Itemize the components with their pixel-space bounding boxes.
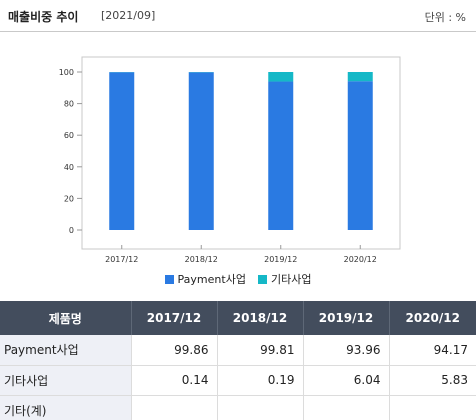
table-cell: 6.04 [303,365,390,396]
table-cell: 0.19 [217,365,304,396]
bar-segment [268,72,294,82]
sales-share-chart: 0 20 40 60 80 100 2017/12 2018/12 2019/12 2020/12 [0,33,476,295]
table-cell: 5.83 [389,365,476,396]
y-tick-label: 20 [64,194,74,203]
table-cell [389,395,476,420]
row-label-other: 기타사업 [0,365,132,396]
x-tick-label: 2020/12 [344,255,377,264]
bar-segment [347,72,373,82]
x-tick-label: 2017/12 [105,255,138,264]
chart-legend: Payment사업 기타사업 [0,271,476,289]
column-header-product: 제품명 [0,301,132,335]
x-tick-label: 2018/12 [185,255,218,264]
table-cell: 94.17 [389,335,476,366]
y-tick-label: 0 [69,226,74,235]
table-row: 기타사업 0.14 0.19 6.04 5.83 [0,365,476,396]
table-cell: 93.96 [303,335,390,366]
y-tick-label: 60 [64,131,74,140]
legend-label: 기타사업 [270,273,312,286]
bar-segment [268,81,294,230]
legend-swatch [257,274,267,284]
row-label-payment: Payment사업 [0,335,132,366]
column-header-2017: 2017/12 [131,301,218,335]
table-cell [303,395,390,420]
table-row: 기타(계) [0,395,476,420]
bar-segment [109,72,135,231]
table-cell: 0.14 [131,365,218,396]
column-header-2018: 2018/12 [217,301,304,335]
column-header-2019: 2019/12 [303,301,390,335]
column-header-2020: 2020/12 [389,301,476,335]
bar-segment [188,72,214,230]
legend-swatch [164,274,174,284]
bar-segment [347,81,373,230]
table-cell [131,395,218,420]
sales-share-table: 제품명 2017/12 2018/12 2019/12 2020/12 Paym… [0,301,476,420]
legend-item: 기타사업 [257,271,312,287]
table-cell: 99.81 [217,335,304,366]
legend-label: Payment사업 [177,273,246,286]
row-label-other-total: 기타(계) [0,395,132,420]
y-tick-label: 100 [59,68,74,77]
table-cell: 99.86 [131,335,218,366]
x-tick-label: 2019/12 [264,255,297,264]
chart-svg: 0 20 40 60 80 100 2017/12 2018/12 2019/12 2020/12 [59,56,401,264]
plot-area-frame [81,56,401,250]
reference-date: [2021/09] [101,9,156,22]
unit-label: 단위 : % [424,11,466,24]
legend-item: Payment사업 [164,271,246,287]
y-tick-label: 80 [64,100,74,109]
table-row: Payment사업 99.86 99.81 93.96 94.17 [0,335,476,366]
y-tick-label: 40 [64,163,74,172]
section-title: 매출비중 추이 [8,10,79,24]
table-cell [217,395,304,420]
table-header-row: 제품명 2017/12 2018/12 2019/12 2020/12 [0,301,476,335]
section-header: 매출비중 추이 [2021/09] 단위 : % [0,0,476,32]
